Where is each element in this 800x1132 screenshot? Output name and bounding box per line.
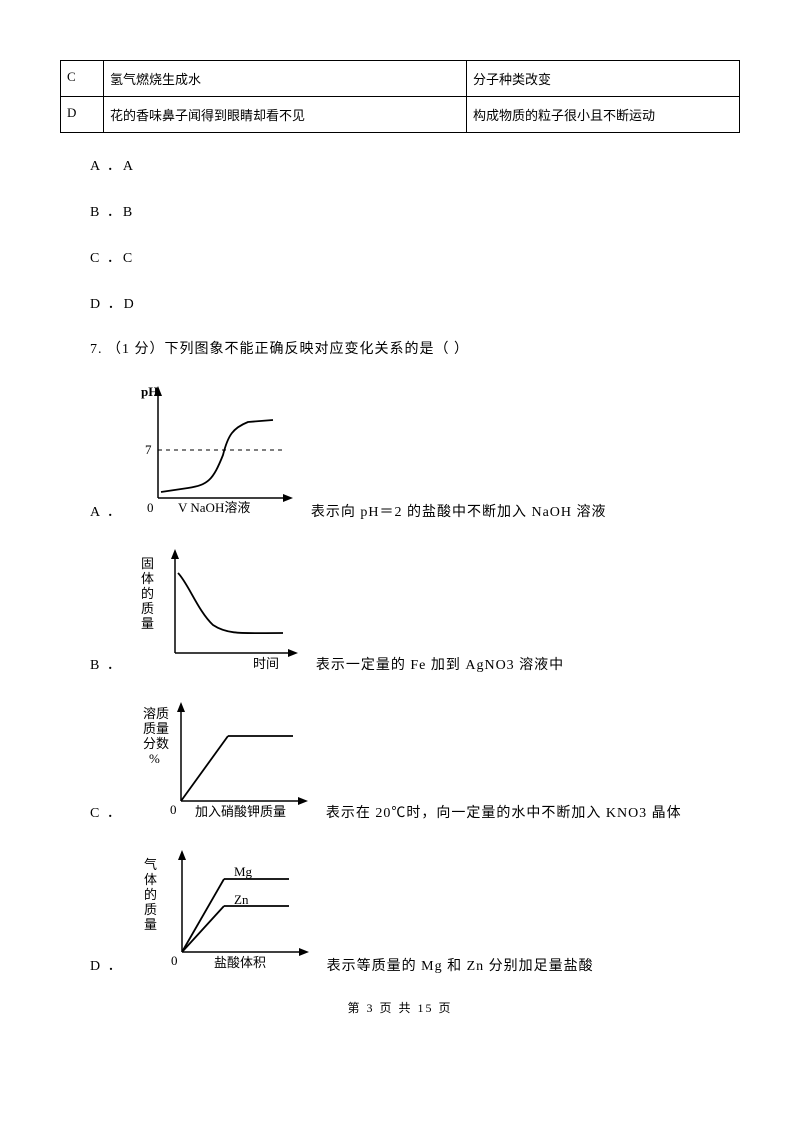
option-text: 表示向 pH＝2 的盐酸中不断加入 NaOH 溶液 [311,501,607,525]
svg-text:盐酸体积: 盐酸体积 [214,955,266,970]
option-b: B ．B [90,199,740,227]
svg-text:质: 质 [144,902,157,917]
svg-text:7: 7 [145,442,152,457]
svg-text:体: 体 [141,571,154,586]
option-text: 表示一定量的 Fe 加到 AgNO3 溶液中 [316,654,564,678]
cell-explanation: 构成物质的粒子很小且不断运动 [467,97,740,133]
option-c-row: C ． 溶质 质量 分数 % 0 加入硝酸钾质量 表示在 20℃时，向一定量的水… [60,696,740,826]
svg-text:气: 气 [144,857,157,872]
option-d-row: D ． 气 体 的 质 量 Mg Zn 0 [60,844,740,979]
option-label: C ． [90,802,123,826]
svg-text:的: 的 [144,887,157,902]
cell-explanation: 分子种类改变 [467,61,740,97]
svg-text:Mg: Mg [234,864,253,879]
svg-text:质量: 质量 [143,721,169,736]
chart-a: 7 pH 0 V NaOH溶液 [133,380,303,525]
svg-text:质: 质 [141,601,154,616]
svg-text:Zn: Zn [234,892,249,907]
option-d: D ．D [90,291,740,319]
svg-text:分数: 分数 [143,736,169,751]
svg-text:体: 体 [144,872,157,887]
svg-text:固: 固 [141,556,154,571]
svg-text:的: 的 [141,586,154,601]
cell-letter: D [61,97,104,133]
svg-text:量: 量 [141,616,154,631]
option-label: D ． [90,955,124,979]
svg-text:0: 0 [170,802,177,817]
cell-phenomenon: 花的香味鼻子闻得到眼睛却看不见 [104,97,467,133]
cell-letter: C [61,61,104,97]
svg-text:pH: pH [141,384,158,399]
svg-text:0: 0 [171,953,178,968]
chart-b: 固 体 的 质 量 时间 [133,543,308,678]
cell-phenomenon: 氢气燃烧生成水 [104,61,467,97]
question-7-stem: 7. （1 分）下列图象不能正确反映对应变化关系的是（ ） [90,337,740,362]
svg-text:时间: 时间 [253,656,279,671]
svg-text:%: % [149,751,160,766]
svg-text:溶质: 溶质 [143,706,169,721]
svg-text:加入硝酸钾质量: 加入硝酸钾质量 [195,804,286,819]
table-row: C 氢气燃烧生成水 分子种类改变 [61,61,740,97]
page-footer: 第 3 页 共 15 页 [60,999,740,1016]
option-c: C ．C [90,245,740,273]
option-label: B ． [90,654,123,678]
option-text: 表示在 20℃时，向一定量的水中不断加入 KNO3 晶体 [326,802,682,826]
option-b-row: B ． 固 体 的 质 量 时间 表示一定量的 Fe 加到 AgNO3 溶液中 [60,543,740,678]
svg-text:0: 0 [147,500,154,515]
option-a-row: A ． 7 pH 0 V NaOH溶液 表示向 pH＝2 的盐酸中不断加入 Na… [60,380,740,525]
table-row: D 花的香味鼻子闻得到眼睛却看不见 构成物质的粒子很小且不断运动 [61,97,740,133]
svg-text:量: 量 [144,917,157,932]
option-text: 表示等质量的 Mg 和 Zn 分别加足量盐酸 [327,955,594,979]
partial-table: C 氢气燃烧生成水 分子种类改变 D 花的香味鼻子闻得到眼睛却看不见 构成物质的… [60,60,740,133]
option-label: A ． [90,501,123,525]
chart-d: 气 体 的 质 量 Mg Zn 0 盐酸体积 [134,844,319,979]
chart-c: 溶质 质量 分数 % 0 加入硝酸钾质量 [133,696,318,826]
svg-text:V NaOH溶液: V NaOH溶液 [178,500,250,515]
option-a: A ．A [90,153,740,181]
